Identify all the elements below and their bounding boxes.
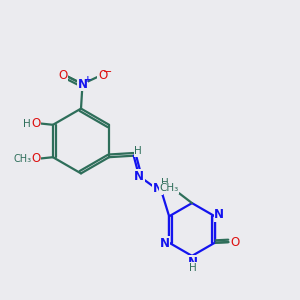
Text: O: O [31,117,40,130]
Text: CH₃: CH₃ [160,183,179,194]
Text: O: O [98,69,107,82]
Text: O: O [31,152,40,165]
Text: −: − [102,67,112,77]
Text: O: O [230,236,240,249]
Text: N: N [188,256,198,269]
Text: H: H [161,178,169,188]
Text: N: N [134,169,144,183]
Text: N: N [153,182,163,195]
Text: N: N [77,77,88,91]
Text: H: H [23,119,30,130]
Text: CH₃: CH₃ [13,154,32,164]
Text: N: N [214,208,224,221]
Text: O: O [58,69,68,82]
Text: H: H [134,146,142,156]
Text: +: + [84,75,92,84]
Text: N: N [160,237,170,250]
Text: H: H [189,263,197,273]
